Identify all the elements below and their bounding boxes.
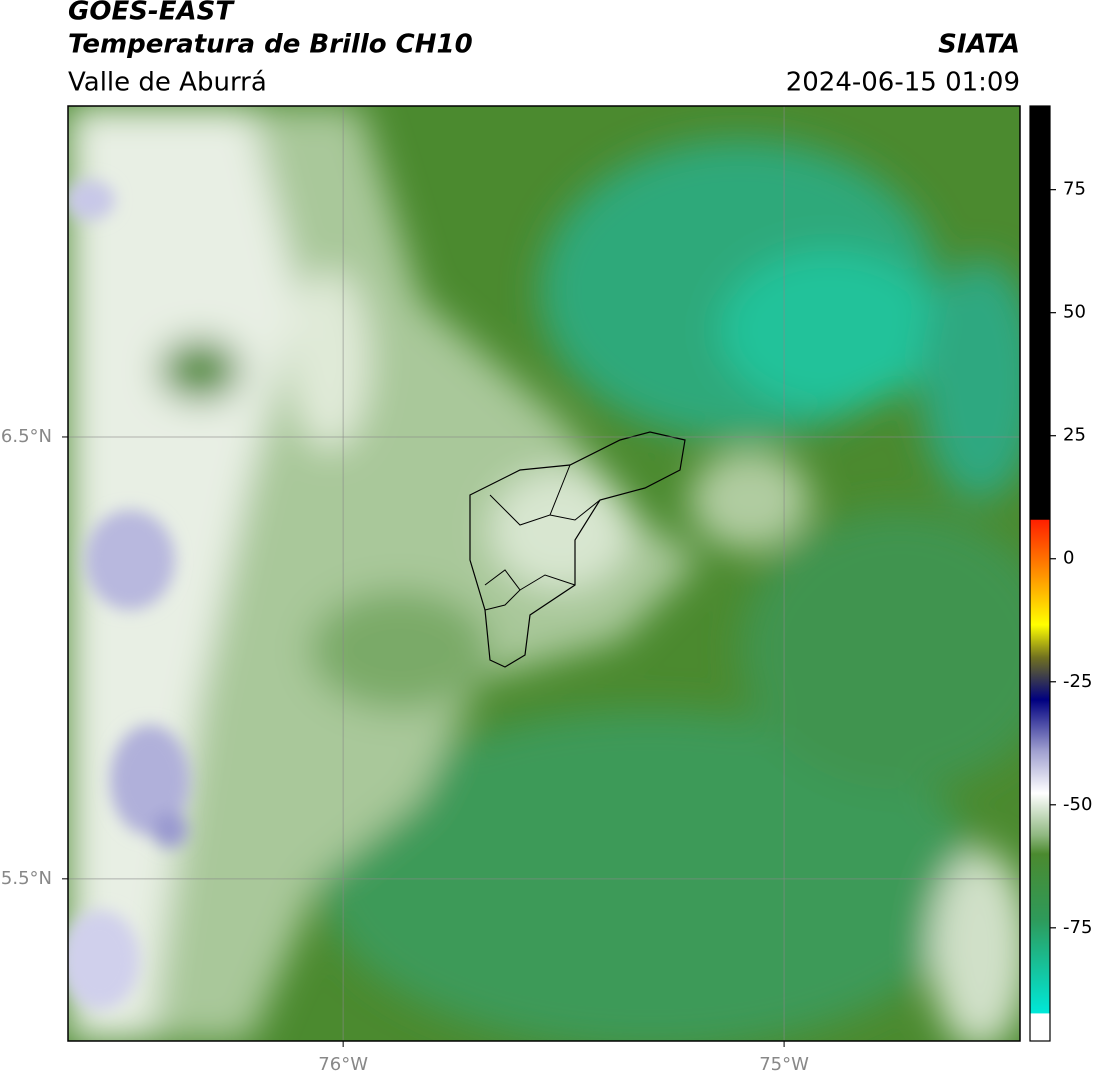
datetime: 2024-06-15 01:09 [786,68,1020,98]
satellite-image [68,106,1020,1041]
colorbar [1029,105,1051,1042]
subtitle: Temperatura de Brillo CH10 [68,30,473,60]
x-tick-label: 75°W [759,1054,809,1075]
colorbar-tick-label: -25 [1063,671,1092,692]
map-frame [67,105,1021,1042]
title: GOES-EAST [68,0,235,27]
source: SIATA [938,30,1020,60]
colorbar-tick-label: 0 [1063,548,1074,569]
colorbar-tick-label: -50 [1063,794,1092,815]
y-tick-label: 5.5°N [1,868,52,889]
colorbar-tick-label: -75 [1063,917,1092,938]
graticule: 76°W 75°W 6.5°N 5.5°N [1,106,1020,1075]
colorbar-tick-label: 75 [1063,179,1086,200]
region: Valle de Aburrá [68,68,267,98]
colorbar-tick-label: 25 [1063,425,1086,446]
colorbar-tick-label: 50 [1063,302,1086,323]
x-tick-label: 76°W [318,1054,368,1075]
y-tick-label: 6.5°N [1,426,52,447]
